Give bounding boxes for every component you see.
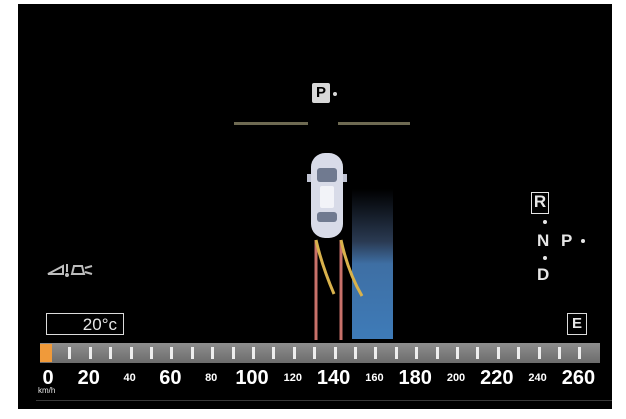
outside-temperature: 20°c [46, 313, 124, 335]
speed-tick [190, 347, 194, 359]
speed-tick [374, 347, 378, 359]
speed-tick [211, 347, 215, 359]
gear-dot [543, 256, 547, 260]
speed-tick [231, 347, 235, 359]
speed-tick [333, 347, 337, 359]
bottom-divider [36, 400, 612, 401]
sensor-line-right [338, 122, 410, 125]
speed-tick [109, 347, 113, 359]
gear-dot [543, 220, 547, 224]
speed-tick [170, 347, 174, 359]
speed-label-80: 80 [205, 372, 218, 384]
gear-d-label: D [537, 265, 550, 284]
speed-label-120: 120 [283, 372, 302, 384]
speed-tick [558, 347, 561, 359]
speed-tick [129, 347, 133, 359]
speed-label-260: 260 [561, 367, 596, 389]
parking-assist-icon: P [312, 83, 330, 103]
gear-p-label: P [561, 231, 573, 250]
speed-label-100: 100 [235, 367, 269, 389]
speed-tick [68, 347, 72, 359]
parking-assist-warning-icon [47, 264, 93, 277]
speed-label-140: 140 [316, 367, 351, 389]
steering-path-icon [314, 239, 364, 340]
speed-tick [292, 347, 296, 359]
speed-unit-label: km/h [38, 386, 56, 395]
eco-mode-indicator: E [567, 313, 587, 335]
speed-label-60: 60 [159, 367, 182, 389]
speed-tick [578, 347, 582, 359]
speed-label-0: 0 [42, 367, 54, 389]
speed-tick [435, 347, 439, 359]
parking-gap-indicator [352, 189, 393, 339]
gear-n-label: N [537, 231, 550, 250]
speed-tick [88, 347, 92, 359]
speed-label-40: 40 [123, 372, 136, 384]
parking-visualization [47, 153, 393, 340]
instrument-cluster-display: P [18, 4, 612, 409]
speed-tick [394, 347, 398, 359]
gear-r-label: R [533, 192, 547, 211]
speed-tick [537, 347, 541, 359]
speedometer-fill [40, 344, 52, 362]
speed-tick [150, 347, 153, 359]
speed-tick [415, 347, 419, 359]
gear-r-indicator: R [531, 192, 549, 214]
speed-tick [313, 347, 317, 359]
speedometer-bar [40, 343, 600, 363]
speed-label-20: 20 [77, 367, 100, 389]
speed-label-160: 160 [365, 372, 384, 384]
speed-tick [517, 347, 521, 359]
sensor-line-left [234, 122, 308, 125]
parking-assist-icon-dot [333, 92, 337, 96]
speed-tick [252, 347, 255, 359]
gear-dot [581, 239, 585, 243]
speed-tick [496, 347, 500, 359]
car-top-view-icon [307, 153, 347, 238]
speed-tick [354, 347, 357, 359]
speed-tick [456, 347, 459, 359]
speed-label-220: 220 [480, 367, 514, 389]
speed-tick [476, 347, 480, 359]
speed-tick [272, 347, 276, 359]
speed-label-180: 180 [398, 367, 432, 389]
parking-assist-label: P [315, 84, 326, 101]
speed-label-200: 200 [446, 372, 466, 384]
speed-label-240: 240 [528, 372, 547, 384]
